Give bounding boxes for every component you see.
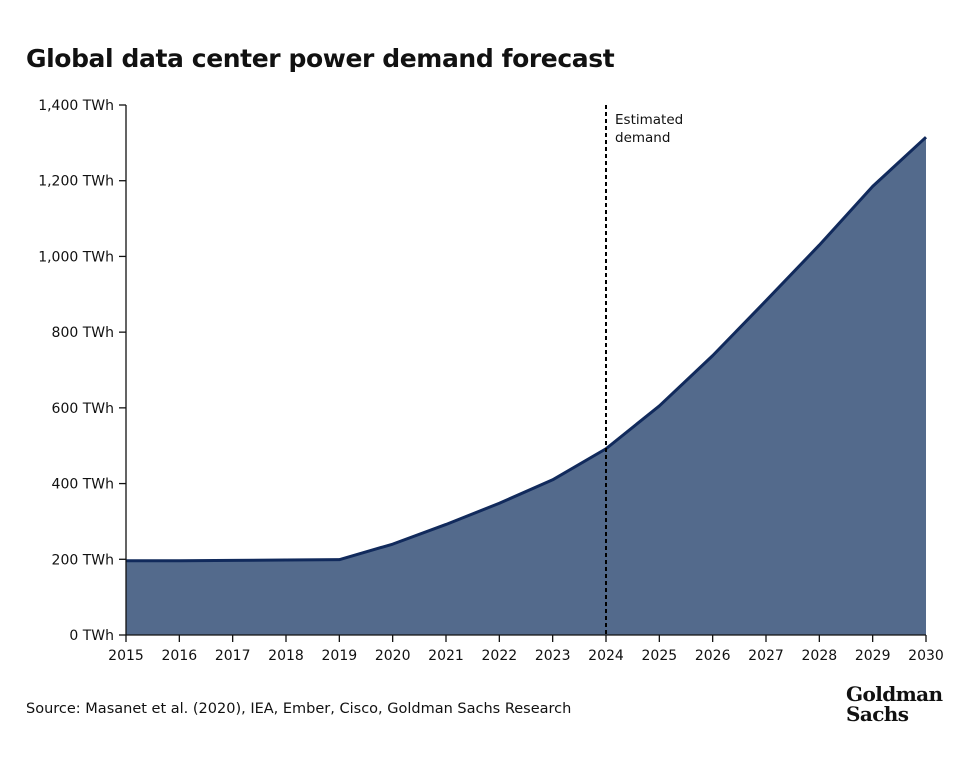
- x-tick-label: 2029: [855, 648, 891, 664]
- y-tick-label: 1,400 TWh: [38, 98, 114, 114]
- y-tick-label: 600 TWh: [52, 401, 114, 417]
- y-tick-label: 200 TWh: [52, 552, 114, 568]
- x-tick-label: 2017: [215, 648, 251, 664]
- annotation-label: Estimated: [615, 112, 683, 128]
- annotation-layer: Estimated demand: [605, 105, 683, 635]
- y-tick-label: 0 TWh: [69, 628, 114, 644]
- x-tick-label: 2025: [642, 648, 678, 664]
- axes: 0 TWh 200 TWh 400 TWh 600 TWh 800 TWh 1,000 T…: [38, 98, 944, 664]
- x-tick-label: 2016: [162, 648, 198, 664]
- x-tick-label: 2015: [108, 648, 144, 664]
- logo-line-2: Sachs: [846, 702, 909, 726]
- x-tick-label: 2023: [535, 648, 571, 664]
- x-tick-label: 2027: [748, 648, 784, 664]
- y-tick-label: 1,000 TWh: [38, 249, 114, 265]
- x-tick-label: 2024: [588, 648, 624, 664]
- area-layer: [126, 136, 928, 635]
- x-tick-label: 2019: [322, 648, 358, 664]
- x-tick-label: 2026: [695, 648, 731, 664]
- x-tick-label: 2020: [375, 648, 411, 664]
- annotation-label: demand: [615, 130, 670, 146]
- x-tick-label: 2028: [802, 648, 838, 664]
- y-tick-label: 800 TWh: [52, 325, 114, 341]
- y-tick-label: 400 TWh: [52, 477, 114, 493]
- logo-line-1: Goldman: [846, 682, 943, 706]
- y-tick-label: 1,200 TWh: [38, 174, 114, 190]
- source-note: Source: Masanet et al. (2020), IEA, Embe…: [26, 701, 572, 717]
- x-tick-label: 2021: [428, 648, 464, 664]
- chart-title: Global data center power demand forecast: [26, 44, 615, 73]
- area-fill: [126, 137, 926, 635]
- goldman-sachs-logo: Goldman Sachs: [846, 684, 956, 724]
- x-tick-label: 2018: [268, 648, 304, 664]
- x-tick-label: 2022: [482, 648, 518, 664]
- x-tick-label: 2030: [908, 648, 944, 664]
- series-line: [126, 136, 928, 563]
